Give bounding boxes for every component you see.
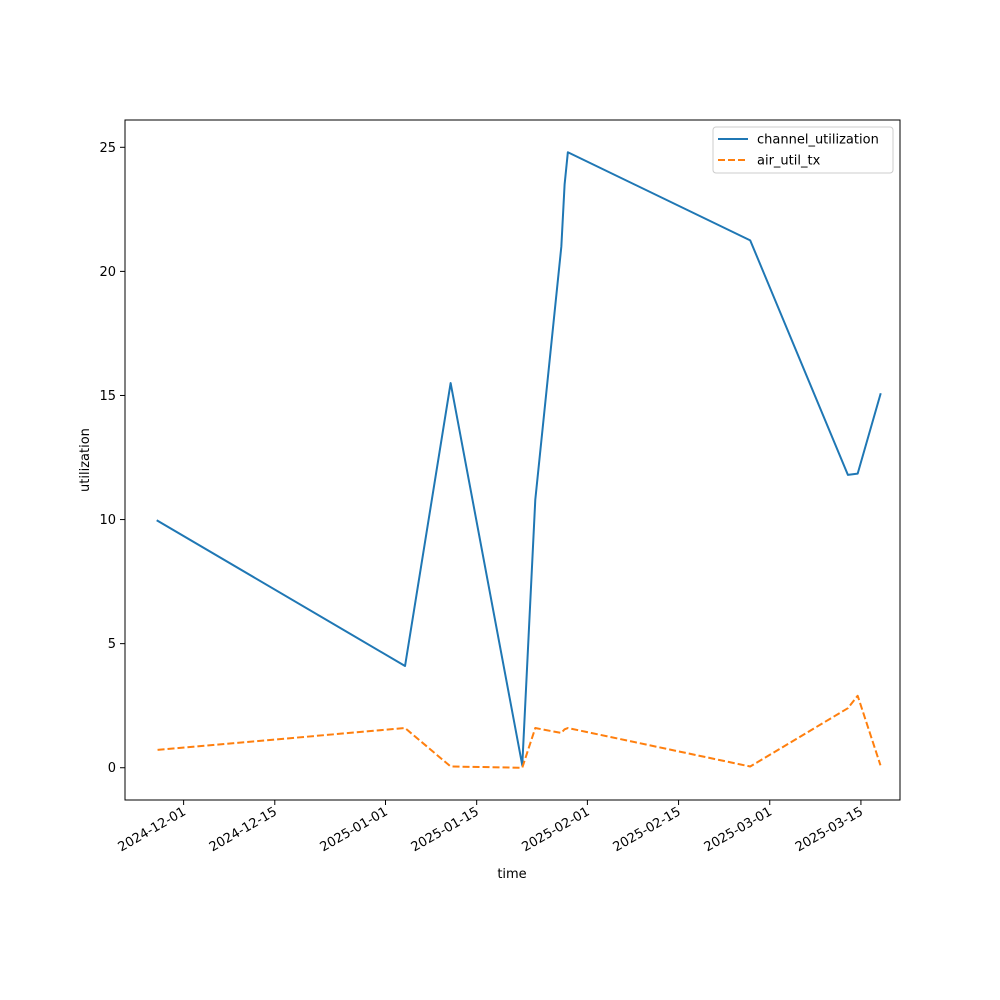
legend-label-channel-utilization: channel_utilization — [757, 133, 879, 148]
y-tick-label: 10 — [99, 513, 116, 528]
x-axis-label: time — [497, 867, 526, 882]
y-tick-label: 15 — [99, 389, 116, 404]
series-line-air-util-tx — [157, 694, 882, 769]
axes-frame — [124, 119, 901, 801]
y-tick-label: 25 — [99, 141, 116, 156]
y-axis-label: utilization — [78, 428, 93, 492]
legend-box — [712, 126, 894, 174]
legend: channel_utilization air_util_tx — [712, 126, 894, 174]
y-tick-label: 20 — [99, 265, 116, 280]
y-tick-label: 5 — [108, 637, 116, 652]
y-axis: 0 5 10 15 20 25 — [99, 141, 125, 776]
series-layer — [156, 151, 882, 769]
legend-label-air-util-tx: air_util_tx — [757, 154, 821, 169]
series-line-channel-utilization — [156, 151, 882, 767]
y-tick-label: 0 — [108, 761, 116, 776]
